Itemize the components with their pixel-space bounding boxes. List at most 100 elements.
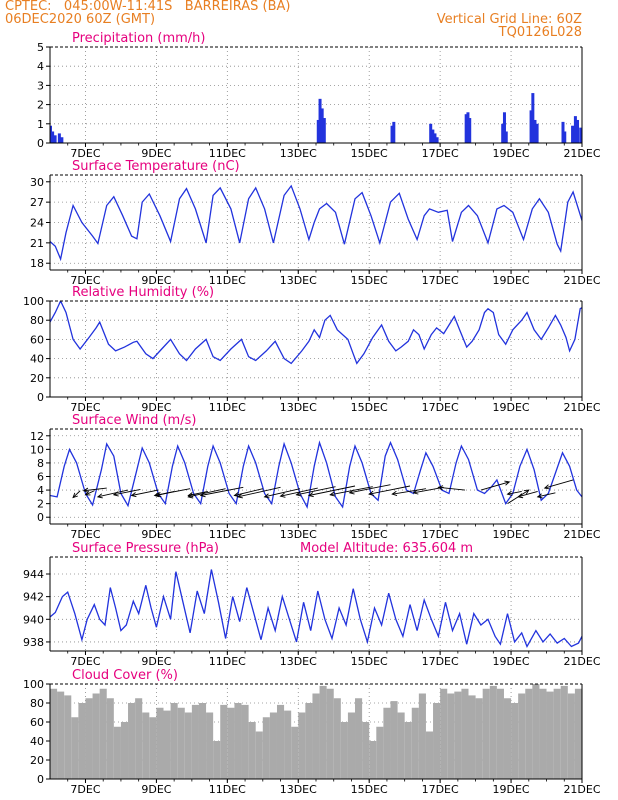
wind-vector (83, 487, 107, 492)
cloud-bar (78, 703, 86, 779)
humidity-line (50, 301, 582, 365)
cloud-bar (454, 691, 462, 779)
temperature-xtick-label: 21DEC (563, 274, 600, 287)
wind-vector (264, 488, 301, 498)
cloud-bar (234, 703, 242, 779)
cloud-bar (567, 693, 575, 779)
cloud-cover-xtick-label: 19DEC (493, 783, 530, 796)
cloud-bar (489, 685, 497, 779)
pressure-line (50, 569, 582, 649)
precip-bar (501, 123, 505, 143)
precipitation-ytick-label: 2 (37, 99, 44, 112)
wind-xtick-label: 11DEC (209, 528, 246, 541)
cloud-bar (418, 693, 426, 779)
precip-bar (435, 137, 439, 143)
wind-arrowhead (263, 493, 270, 499)
precip-bar (51, 131, 55, 143)
cloud-cover-ytick-label: 0 (37, 773, 44, 786)
cloud-bar (113, 726, 121, 779)
wind-arrowhead (536, 493, 543, 499)
cloud-bar (312, 693, 320, 779)
cloud-cover-title: Cloud Cover (%) (72, 668, 178, 683)
cloud-bar (298, 712, 306, 779)
wind-arrowhead (96, 493, 103, 499)
precipitation-xtick-label: 21DEC (563, 147, 600, 160)
cloud-cover-xtick-label: 15DEC (351, 783, 388, 796)
wind-xtick-label: 7DEC (70, 528, 100, 541)
precip-bar (576, 119, 580, 143)
wind-vector (188, 488, 226, 498)
cloud-bar (149, 717, 157, 779)
cloud-bar (156, 707, 164, 779)
cloud-cover-ytick-label: 100 (23, 678, 44, 691)
wind-arrowhead (153, 492, 160, 498)
humidity-ytick-label: 100 (23, 295, 44, 308)
humidity-xtick-label: 17DEC (422, 401, 459, 414)
cloud-bar (64, 695, 72, 779)
cloud-bar (135, 698, 143, 779)
humidity-ytick-label: 60 (30, 333, 44, 346)
temperature-plot (50, 184, 582, 262)
cloud-bar (461, 688, 469, 779)
precip-bar (468, 118, 472, 143)
cloud-bar (99, 688, 107, 779)
cloud-bar (269, 712, 277, 779)
wind-vector (131, 489, 159, 496)
cloud-bar (482, 688, 490, 779)
cloud-cover-plot (50, 684, 582, 779)
wind-vector (438, 486, 466, 491)
wind-arrowhead (368, 490, 375, 496)
cloud-bar (284, 710, 292, 779)
wind-vector (72, 490, 81, 498)
temperature-xtick-label: 11DEC (209, 274, 246, 287)
temperature-xtick-label: 15DEC (351, 274, 388, 287)
wind-arrowhead (437, 485, 444, 491)
cloud-cover-xtick-label: 13DEC (280, 783, 317, 796)
cloud-bar (326, 688, 334, 779)
precipitation-xtick-label: 9DEC (141, 147, 171, 160)
wind-vector (413, 486, 444, 494)
humidity-title: Relative Humidity (%) (72, 285, 214, 300)
cloud-cover-xtick-label: 11DEC (209, 783, 246, 796)
cloud-bar (355, 698, 363, 779)
cloud-bar (71, 717, 79, 779)
cloud-bar (447, 693, 455, 779)
wind-arrowhead (199, 492, 206, 498)
wind-vector (480, 481, 510, 491)
wind-vector (85, 490, 95, 496)
wind-xtick-label: 9DEC (141, 528, 171, 541)
wind-vector (237, 486, 281, 498)
cloud-bar (319, 685, 327, 779)
cloud-bar (376, 726, 384, 779)
temperature-ytick-label: 24 (30, 217, 44, 230)
wind-arrowhead (236, 493, 243, 499)
pressure-ytick-label: 938 (23, 636, 44, 649)
wind-xtick-label: 13DEC (280, 528, 317, 541)
pressure-ytick-label: 942 (23, 591, 44, 604)
precip-bar (50, 125, 52, 143)
wind-arrowhead (523, 489, 530, 495)
temperature-panel: Surface Temperature (nC) 18 21 24 27 30 7DEC 9D… (30, 159, 601, 287)
wind-arrowhead (307, 492, 314, 498)
wind-ytick-label: 8 (37, 457, 44, 470)
precip-bar (563, 131, 567, 143)
precip-bar (464, 114, 468, 143)
precipitation-xtick-label: 17DEC (422, 147, 459, 160)
wind-vector (507, 490, 522, 495)
cloud-bar (532, 684, 540, 779)
wind-ytick-label: 12 (30, 430, 44, 443)
wind-arrowhead (506, 490, 513, 496)
wind-vector (537, 492, 556, 498)
cloud-bar (503, 698, 512, 779)
cloud-bar (539, 688, 547, 779)
cloud-bar (475, 698, 483, 779)
temperature-xtick-label: 19DEC (493, 274, 530, 287)
precip-bar (57, 133, 61, 143)
cloud-bar (85, 698, 93, 779)
wind-ytick-label: 0 (37, 511, 44, 524)
temperature-xtick-label: 17DEC (422, 274, 459, 287)
cloud-bar (255, 731, 263, 779)
cloud-bar (468, 695, 476, 779)
wind-vector (349, 484, 391, 494)
